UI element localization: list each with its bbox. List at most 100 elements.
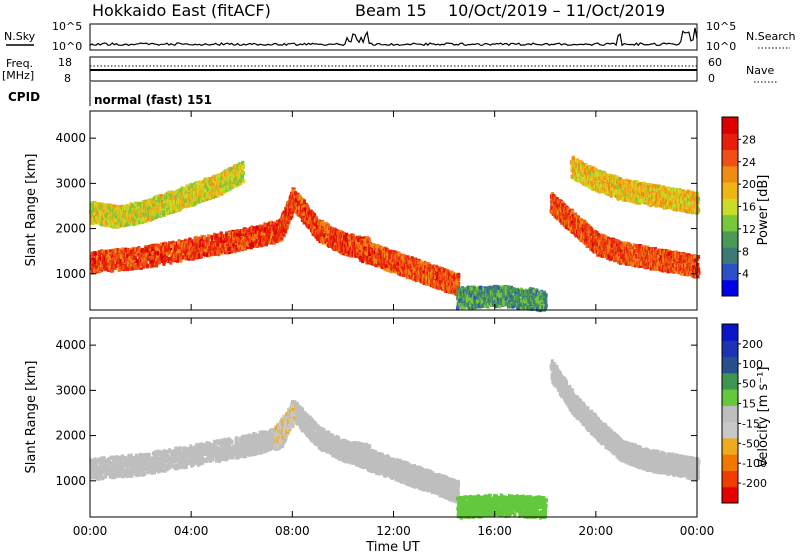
echo-cell — [280, 235, 283, 240]
echo-cell — [118, 254, 122, 259]
cpid-label: CPID — [8, 90, 40, 104]
echo-cell — [423, 280, 426, 285]
echo-cell — [193, 239, 197, 244]
echo-cell — [380, 246, 384, 251]
echo-cell — [308, 211, 312, 216]
echo-cell — [265, 241, 268, 246]
echo-cell — [162, 260, 166, 264]
echo-cell — [169, 260, 173, 265]
echo-cell — [357, 238, 361, 243]
echo-cell — [185, 255, 189, 260]
echo-cell — [303, 204, 307, 209]
echo-cell — [298, 206, 301, 210]
echo-cell — [272, 224, 276, 229]
echo-cell — [106, 267, 110, 272]
echo-cell — [306, 206, 310, 211]
echo-cell — [103, 261, 107, 266]
echo-cell — [237, 230, 241, 235]
echo-cell — [295, 206, 299, 211]
echo-cell — [259, 229, 263, 234]
echo-cell — [150, 256, 154, 261]
echo-cell — [179, 258, 183, 263]
echo-cell — [185, 248, 189, 253]
echo-cell — [258, 224, 262, 229]
echo-cell — [164, 247, 168, 252]
echo-cell — [408, 271, 412, 276]
echo-cell — [166, 256, 170, 261]
echo-cell — [401, 255, 405, 260]
nsky-trace — [89, 27, 698, 47]
echo-cell — [303, 199, 306, 204]
echo-cell — [143, 255, 146, 260]
nsky-panel-frame — [89, 23, 698, 51]
echo-cell — [100, 249, 104, 254]
echo-cell — [132, 252, 136, 257]
echo-cell — [149, 264, 153, 269]
echo-cell — [235, 229, 239, 234]
nsky-tick-top: 10^5 — [52, 20, 82, 33]
echo-cell — [358, 242, 362, 247]
echo-cell — [233, 247, 237, 252]
echo-cell — [206, 234, 210, 239]
echo-cell — [375, 252, 379, 257]
echo-cell — [100, 266, 104, 270]
echo-cell — [211, 252, 215, 257]
echo-cell — [219, 231, 223, 236]
echo-cell — [196, 253, 199, 258]
echo-cell — [112, 256, 116, 261]
freq-label: Freq. — [6, 57, 33, 70]
echo-cell — [437, 282, 441, 287]
echo-cell — [135, 258, 139, 263]
echo-cell — [254, 241, 258, 245]
echo-cell — [190, 239, 194, 244]
echo-cell — [109, 249, 112, 254]
echo-cell — [90, 253, 94, 258]
echo-cell — [318, 229, 322, 234]
echo-cell — [365, 254, 369, 259]
echo-cell — [265, 232, 269, 237]
echo-cell — [142, 262, 146, 267]
echo-cell — [120, 254, 124, 259]
echo-cell — [188, 248, 191, 253]
echo-cell — [131, 257, 135, 262]
echo-cell — [111, 268, 115, 273]
echo-cell — [224, 250, 227, 255]
echo-cell — [103, 265, 106, 269]
echo-cell — [385, 267, 389, 272]
echo-cell — [432, 264, 436, 269]
echo-cell — [170, 243, 173, 248]
echo-cell — [114, 260, 118, 264]
echo-cell — [196, 248, 200, 253]
echo-cell — [250, 228, 254, 233]
echo-cell — [411, 258, 415, 263]
echo-cell — [438, 273, 442, 278]
echo-cell — [121, 258, 125, 262]
station-title: Hokkaido East (fitACF) — [92, 1, 271, 20]
echo-cell — [412, 263, 416, 267]
echo-cell — [137, 253, 141, 258]
echo-cell — [225, 233, 229, 238]
echo-cell — [111, 264, 114, 269]
echo-cell — [349, 253, 353, 258]
echo-cell — [166, 244, 170, 249]
echo-cell — [94, 251, 98, 256]
echo-cell — [223, 239, 227, 244]
echo-cell — [107, 259, 111, 264]
echo-cell — [392, 262, 396, 267]
echo-cell — [177, 253, 181, 258]
echo-cell — [167, 250, 171, 255]
echo-cell — [266, 239, 270, 244]
echo-cell — [268, 230, 272, 235]
echo-cell — [371, 261, 374, 266]
echo-cell — [251, 240, 255, 245]
echo-cell — [130, 259, 134, 264]
echo-cell — [406, 264, 410, 269]
echo-cell — [93, 263, 97, 268]
echo-cell — [126, 258, 130, 263]
echo-cell — [386, 259, 390, 264]
echo-cell — [213, 232, 217, 237]
echo-cell — [94, 260, 98, 264]
echo-cell — [240, 245, 244, 250]
echo-cell — [106, 254, 110, 259]
echo-cell — [177, 240, 180, 245]
